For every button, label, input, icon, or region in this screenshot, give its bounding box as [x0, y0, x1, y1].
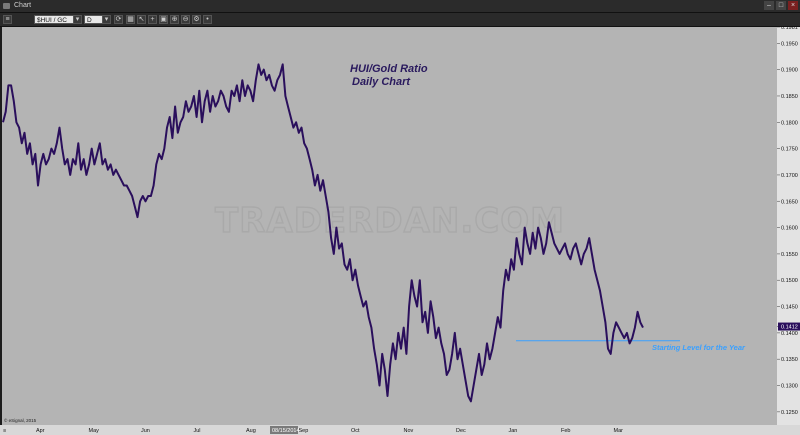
interval-dropdown-chevron-icon[interactable]: ▾	[102, 15, 111, 24]
month-label: Jul	[194, 428, 201, 434]
price-tick-label: 0.1981	[781, 27, 798, 31]
month-label: Feb	[561, 428, 570, 434]
last-value-label: 0.1412	[781, 325, 798, 331]
cursor-icon[interactable]: ↖	[137, 15, 146, 24]
price-tick-label: 0.1450	[781, 305, 798, 311]
price-tick-label: 0.1400	[781, 331, 798, 337]
cursor-date-label: 08/15/2014	[272, 428, 300, 434]
cursor-date-marker	[270, 426, 298, 434]
plot-background	[2, 27, 777, 425]
reference-line-label: Starting Level for the Year	[652, 343, 746, 352]
close-icon[interactable]: ×	[788, 1, 798, 10]
watermark: TRADERDAN.COM	[214, 200, 565, 241]
month-label: Jun	[141, 428, 150, 434]
settings-icon[interactable]: ⚙	[192, 15, 201, 24]
series-line	[2, 63, 644, 403]
month-label: Mar	[614, 428, 624, 434]
price-tick-label: 0.1850	[781, 94, 798, 100]
month-label: Apr	[36, 428, 45, 434]
month-label: Nov	[404, 428, 414, 434]
time-axis-options-icon[interactable]: ≡	[3, 428, 6, 434]
link-icon[interactable]: ≡	[3, 15, 12, 24]
price-tick-label: 0.1950	[781, 41, 798, 47]
hui-gold-ratio-chart[interactable]: TRADERDAN.COM 0.1981 0.1950 0.1900 0.1850 0.…	[0, 27, 800, 435]
month-label: Aug	[246, 428, 256, 434]
zoom-in-icon[interactable]: ⊕	[170, 15, 179, 24]
price-tick-label: 0.1600	[781, 226, 798, 232]
window-titlebar: Chart – □ ×	[0, 0, 800, 13]
lock-icon[interactable]: ▣	[159, 15, 168, 24]
price-tick-label: 0.1500	[781, 278, 798, 284]
last-value-marker	[778, 322, 800, 331]
grid-icon[interactable]: ▦	[126, 15, 135, 24]
chart-area[interactable]: TRADERDAN.COM 0.1981 0.1950 0.1900 0.1850 0.…	[0, 27, 800, 435]
window-title: Chart	[14, 2, 32, 9]
price-tick-label: 0.1300	[781, 384, 798, 390]
refresh-icon[interactable]: ⟳	[114, 15, 123, 24]
month-label: Oct	[351, 428, 360, 434]
month-label: Jan	[509, 428, 518, 434]
symbol-dropdown-chevron-icon[interactable]: ▾	[73, 15, 82, 24]
chart-subtitle: Daily Chart	[352, 76, 411, 88]
month-label: Dec	[456, 428, 466, 434]
copyright-text: © eSignal, 2015	[4, 417, 37, 423]
price-tick-label: 0.1700	[781, 173, 798, 179]
price-tick-label: 0.1250	[781, 410, 798, 416]
month-label: May	[89, 428, 100, 434]
pin-icon[interactable]: •	[203, 15, 212, 24]
crosshair-icon[interactable]: +	[148, 15, 157, 24]
price-tick-label: 0.1550	[781, 252, 798, 258]
month-label: Sep	[299, 428, 309, 434]
chart-toolbar: ≡ $HUI / GC ▾ D ▾ ⟳ ▦ ↖ + ▣ ⊕ ⊖ ⚙ •	[0, 13, 800, 27]
watermark-text: TRADERDAN.COM	[215, 201, 565, 241]
chart-window-icon	[3, 3, 10, 9]
window-controls: – □ ×	[764, 1, 798, 10]
zoom-out-icon[interactable]: ⊖	[181, 15, 190, 24]
price-tick-label: 0.1650	[781, 199, 798, 205]
minimize-icon[interactable]: –	[764, 1, 774, 10]
price-tick-label: 0.1750	[781, 147, 798, 153]
price-tick-label: 0.1800	[781, 120, 798, 126]
price-tick-label: 0.1350	[781, 357, 798, 363]
time-axis[interactable]	[0, 425, 800, 435]
price-tick-label: 0.1900	[781, 68, 798, 74]
chart-title: HUI/Gold Ratio	[350, 63, 428, 75]
maximize-icon[interactable]: □	[776, 1, 786, 10]
